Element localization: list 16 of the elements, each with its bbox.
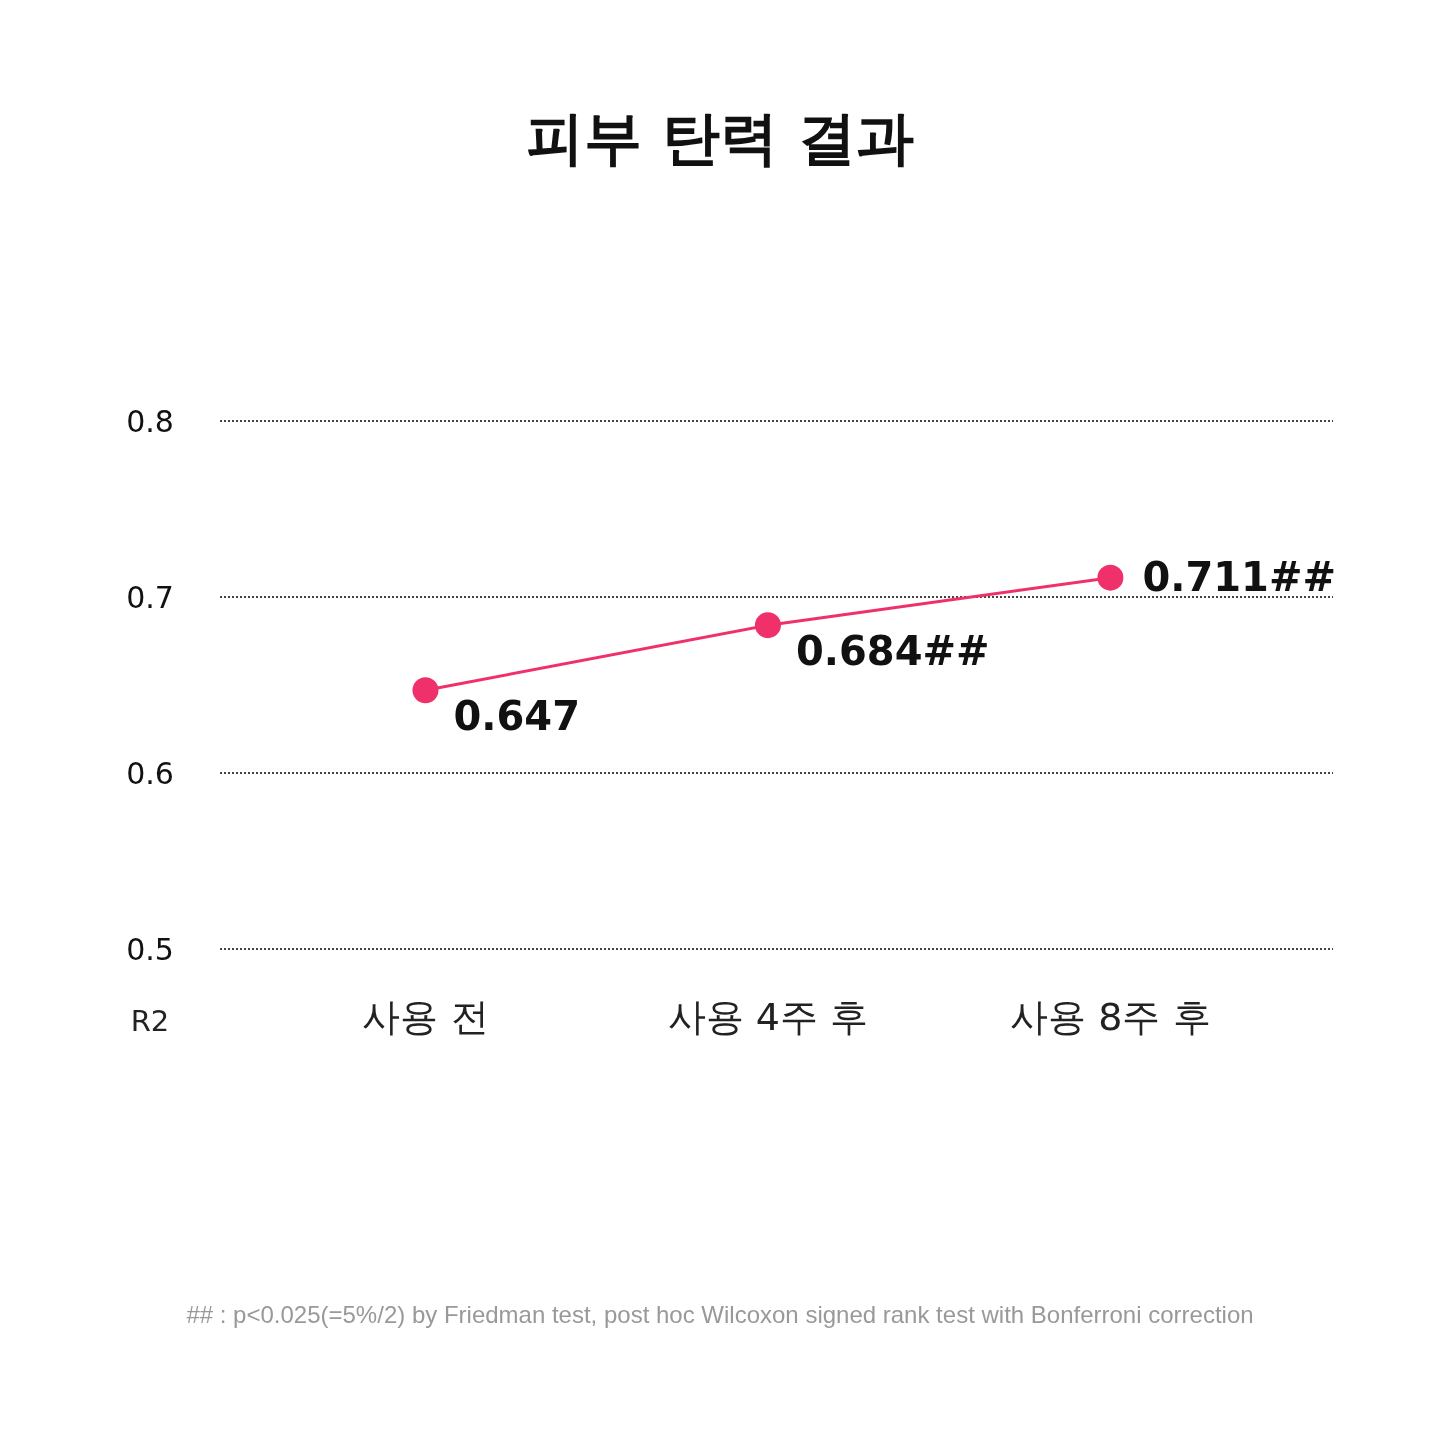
y-tick-label: 0.6	[126, 756, 174, 791]
data-label: 0.711##	[1142, 553, 1336, 600]
x-tick-label: 사용 8주 후	[1010, 995, 1211, 1039]
y-axis-title: R2	[130, 1004, 170, 1038]
chart-title: 피부 탄력 결과	[525, 104, 915, 172]
y-tick-label: 0.8	[126, 404, 174, 439]
x-tick-label: 사용 4주 후	[667, 995, 869, 1039]
point	[754, 612, 781, 639]
x-tick-label: 사용 전	[362, 995, 489, 1039]
y-tick-label: 0.7	[126, 580, 174, 615]
data-label: 0.647	[453, 693, 581, 740]
data-label: 0.684##	[795, 628, 990, 675]
y-tick-label: 0.5	[126, 932, 174, 967]
text: ## : p<0.025(=5%/2) by Friedman test, post hoc Wilcoxon signed rank test with Bonferroni correction	[186, 1301, 1254, 1328]
point	[1097, 564, 1124, 591]
point	[412, 677, 439, 704]
